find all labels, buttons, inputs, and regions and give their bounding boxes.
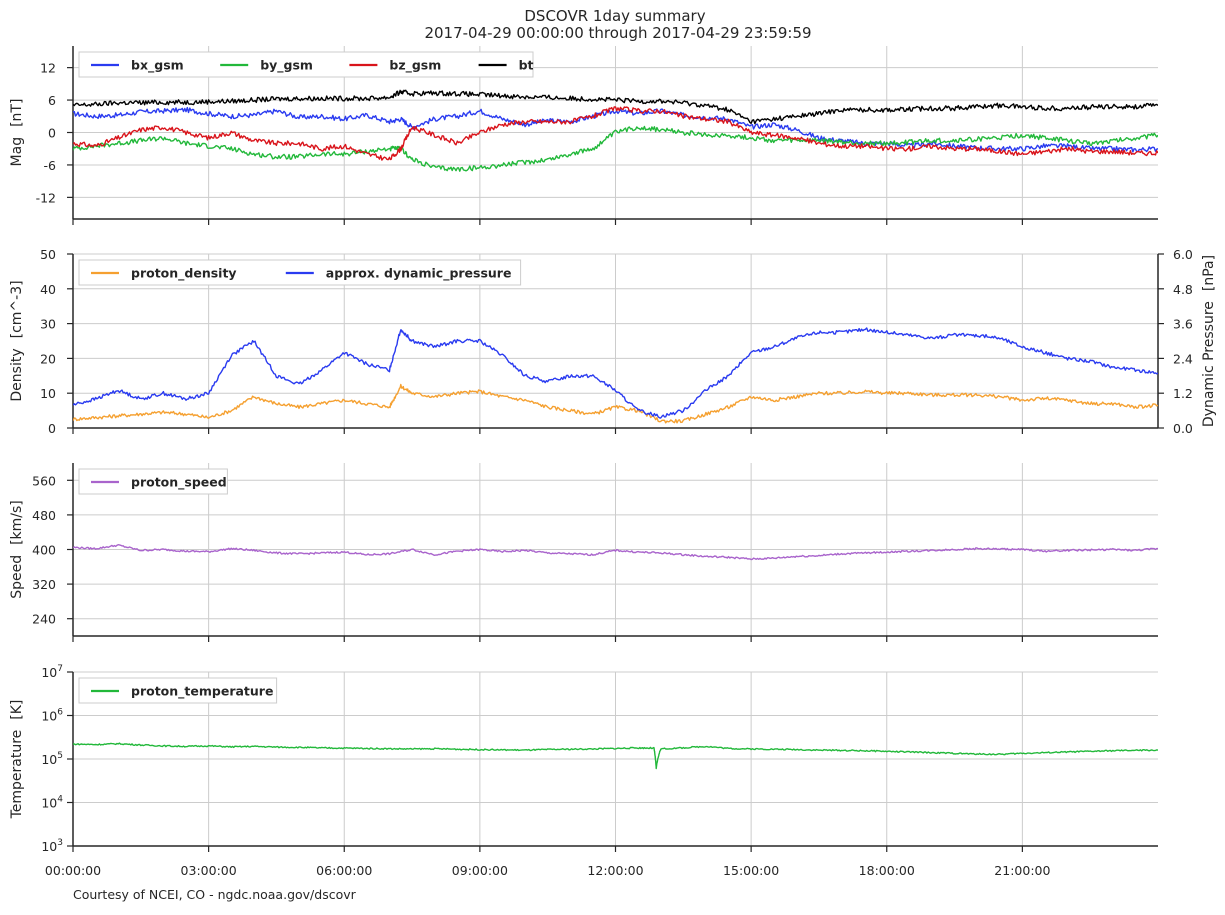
series-line-by-gsm [73,125,1158,172]
y-tick-label: 10 [40,386,56,401]
y-tick-label: 400 [32,543,56,558]
x-tick-label: 21:00:00 [994,863,1050,878]
y-axis-label: Mag[nT] [9,99,25,167]
legend-label: bt [519,58,534,73]
y-tick-label: 20 [40,351,56,366]
x-tick-label: 15:00:00 [723,863,779,878]
x-tick-label: 12:00:00 [587,863,643,878]
x-axis-time-labels: 00:00:00 03:00:00 06:00:00 09:00:00 12:00:00… [45,863,1051,878]
legend-label: bx_gsm [131,58,184,74]
y2-axis-label: Dynamic Pressure[nPa] [1201,255,1217,427]
series-line-bx-gsm [73,106,1158,153]
y-tick-label: 480 [32,508,56,523]
series-line-proton-density [73,383,1158,424]
legend: proton_temperature [78,677,278,704]
figure-title-line1: DSCOVR 1day summary [524,7,705,25]
x-tick-label: 09:00:00 [452,863,508,878]
legend-label: proton_speed [131,475,227,491]
y-axis-label: Temperature[K] [9,700,25,820]
y2-tick-label: 6.0 [1173,247,1193,262]
x-tick-label: 06:00:00 [316,863,372,878]
panel-magnetic-field: -12 -6 0 6 12 Mag[nT] bx_gsm by_gsm bz_gsm bt [9,46,1158,225]
y-tick-label: 320 [32,577,56,592]
legend-label: approx. dynamic_pressure [326,266,512,282]
y-tick-label: 6 [48,93,56,108]
legend: bx_gsm by_gsm bz_gsm bt [78,51,534,78]
y-tick-label: 12 [40,61,56,76]
y-axis-label: Speed[km/s] [9,500,25,599]
x-tick-label: 03:00:00 [181,863,237,878]
y2-tick-label: 2.4 [1173,351,1193,366]
legend-label: bz_gsm [389,58,441,74]
series-line-bt [73,89,1158,125]
y-tick-label: 103 [41,838,63,854]
credit-text: Courtesy of NCEI, CO - ngdc.noaa.gov/dsc… [73,887,357,902]
y-axis-label: Density[cm^-3] [9,280,25,401]
y-tick-label: 560 [32,473,56,488]
y-tick-label: 0 [48,421,56,436]
y2-tick-label: 1.2 [1173,386,1193,401]
legend-frame [78,51,534,78]
legend-label: by_gsm [260,58,313,74]
y2-tick-label: 3.6 [1173,317,1193,332]
y2-tick-label: 4.8 [1173,282,1193,297]
y-tick-label: 107 [41,664,63,680]
y-tick-label: 40 [40,282,56,297]
series-line-proton-speed [73,544,1158,561]
y2-tick-label: 0.0 [1173,421,1193,436]
figure-title-line2: 2017-04-29 00:00:00 through 2017-04-29 2… [424,24,811,42]
legend-label: proton_density [131,266,237,282]
panel-proton-speed: 240 320 400 480 560 Speed[km/s] proton_speed [9,463,1158,642]
series-line-approx-dynamic-pressure [73,327,1158,419]
y-tick-label: 105 [41,751,63,767]
y-tick-label: -12 [36,190,56,205]
y-tick-label: 0 [48,126,56,141]
x-tick-label: 18:00:00 [859,863,915,878]
y-tick-label: 104 [41,795,63,811]
y-tick-label: 240 [32,612,56,627]
y-tick-label: 30 [40,317,56,332]
legend-label: proton_temperature [131,684,273,700]
legend: proton_speed [78,468,228,495]
series-line-proton-temperature [73,742,1158,770]
panel-proton-temperature: 103 104 105 106 107 Temperature[K] proton_temp… [9,664,1158,854]
y-tick-label: 50 [40,247,56,262]
y-tick-label: 106 [41,708,63,724]
panel-density-pressure: 0 10 20 30 40 50 0.0 1.2 2.4 3.6 4.8 6.0 Density[cm^… [9,247,1217,436]
y-tick-label: -6 [44,158,57,173]
legend: proton_density approx. dynamic_pressure [78,259,522,286]
x-tick-label: 00:00:00 [45,863,101,878]
series-line-bz-gsm [73,106,1158,161]
